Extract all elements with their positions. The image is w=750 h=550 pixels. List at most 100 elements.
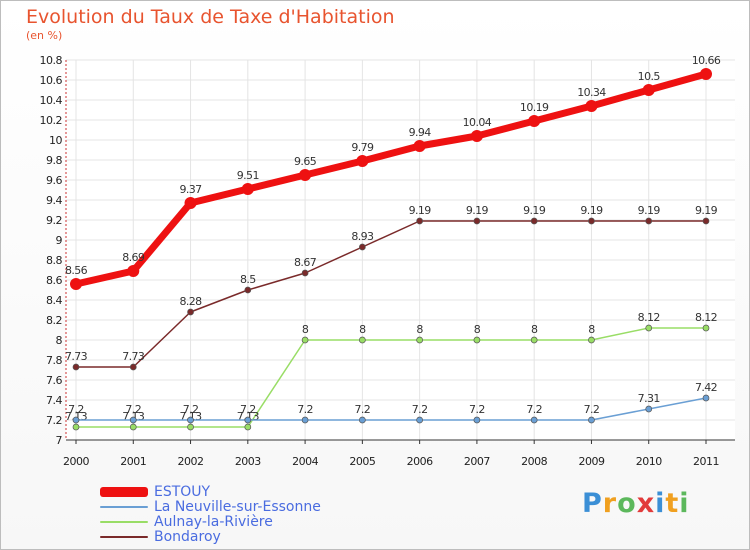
data-point [187, 423, 194, 431]
data-label: 8 [416, 323, 423, 336]
data-label: 7.2 [68, 403, 84, 416]
x-tick-label: 2011 [693, 455, 719, 468]
x-tick-label: 2008 [521, 455, 547, 468]
logo-letter: i [655, 488, 666, 519]
data-point [127, 265, 140, 277]
data-point [702, 394, 710, 402]
chart-subtitle: (en %) [26, 29, 63, 42]
data-point [588, 217, 595, 225]
data-label: 7.2 [355, 403, 371, 416]
data-label: 8 [588, 323, 595, 336]
data-label: 9.19 [409, 204, 432, 217]
chart-title: Evolution du Taux de Taxe d'Habitation [26, 6, 395, 28]
data-label: 8.5 [240, 273, 256, 286]
legend-swatch [100, 520, 148, 523]
data-label: 7.2 [240, 403, 256, 416]
data-point [129, 363, 137, 371]
chart-legend: ESTOUY La Neuville-sur-Essonne Aulnay-la-R… [100, 484, 321, 544]
data-point [244, 416, 252, 424]
data-point [72, 363, 80, 371]
y-tick-label: 8.8 [46, 254, 62, 267]
y-tick-label: 10.2 [40, 114, 63, 127]
data-label: 7.2 [125, 403, 141, 416]
logo-letter: P [582, 488, 603, 519]
data-label: 10.5 [638, 70, 661, 83]
data-label: 9.19 [695, 204, 718, 217]
data-label: 8.12 [695, 311, 717, 324]
data-point [530, 416, 538, 424]
data-label: 10.04 [463, 116, 492, 129]
data-label: 7.2 [412, 403, 428, 416]
data-point [416, 336, 423, 344]
data-point [473, 416, 481, 424]
data-label: 7.2 [584, 403, 600, 416]
y-tick-label: 7 [56, 434, 63, 447]
x-tick-label: 2009 [578, 455, 604, 468]
data-label: 8.93 [351, 230, 374, 243]
data-label: 9.19 [580, 204, 603, 217]
data-label: 7.2 [526, 403, 542, 416]
data-point [359, 336, 366, 344]
y-tick-label: 10 [49, 134, 62, 147]
data-label: 8.56 [65, 264, 88, 277]
data-point [588, 416, 595, 424]
data-label: 9.19 [466, 204, 489, 217]
data-label: 9.65 [294, 155, 317, 168]
data-label: 7.2 [297, 403, 313, 416]
data-point [70, 278, 82, 290]
data-label: 8.28 [179, 295, 202, 308]
data-label: 7.73 [65, 350, 88, 363]
legend-swatch [100, 486, 148, 497]
data-point [356, 155, 369, 167]
x-tick-label: 2007 [464, 455, 490, 468]
series-line-2 [75, 327, 707, 428]
y-tick-label: 10.8 [40, 54, 63, 67]
data-point [585, 100, 598, 112]
logo-letter: o [617, 488, 637, 519]
data-point [359, 243, 366, 251]
x-tick-label: 2002 [178, 455, 204, 468]
proxiti-logo: Proxiti [582, 488, 690, 519]
data-label: 9.19 [523, 204, 546, 217]
legend-swatch [100, 535, 148, 538]
legend-item: La Neuville-sur-Essonne [100, 499, 321, 514]
data-point [241, 183, 254, 195]
data-label: 9.37 [179, 183, 202, 196]
data-point [301, 416, 309, 424]
x-tick-label: 2000 [63, 455, 89, 468]
x-tick-label: 2003 [235, 455, 261, 468]
data-point [72, 416, 80, 424]
data-label: 8 [474, 323, 481, 336]
x-tick-label: 2004 [292, 455, 318, 468]
data-point [299, 169, 312, 181]
data-point [416, 416, 423, 424]
legend-item: Bondaroy [100, 529, 321, 544]
y-tick-label: 9.8 [46, 154, 62, 167]
data-label: 10.19 [520, 101, 549, 114]
y-tick-label: 8.4 [46, 294, 62, 307]
data-label: 8.12 [638, 311, 660, 324]
data-point [528, 115, 541, 127]
y-tick-label: 8 [56, 334, 63, 347]
data-point [244, 286, 252, 294]
data-point [416, 217, 423, 225]
data-point [301, 269, 309, 277]
data-label: 8 [359, 323, 366, 336]
legend-item: ESTOUY [100, 484, 321, 499]
data-point [301, 336, 309, 344]
plot-area [66, 60, 735, 440]
y-tick-label: 7.6 [46, 374, 62, 387]
data-label: 8 [531, 323, 538, 336]
data-point [187, 308, 194, 316]
legend-swatch [100, 505, 148, 508]
data-label: 9.94 [409, 126, 432, 139]
data-point [473, 336, 481, 344]
data-label: 7.73 [122, 350, 145, 363]
data-point [129, 416, 137, 424]
legend-label: ESTOUY [154, 483, 211, 500]
data-label: 7.2 [183, 403, 199, 416]
y-tick-label: 7.4 [46, 394, 62, 407]
logo-letter: x [636, 488, 656, 519]
legend-label: Aulnay-la-Rivière [154, 513, 273, 530]
